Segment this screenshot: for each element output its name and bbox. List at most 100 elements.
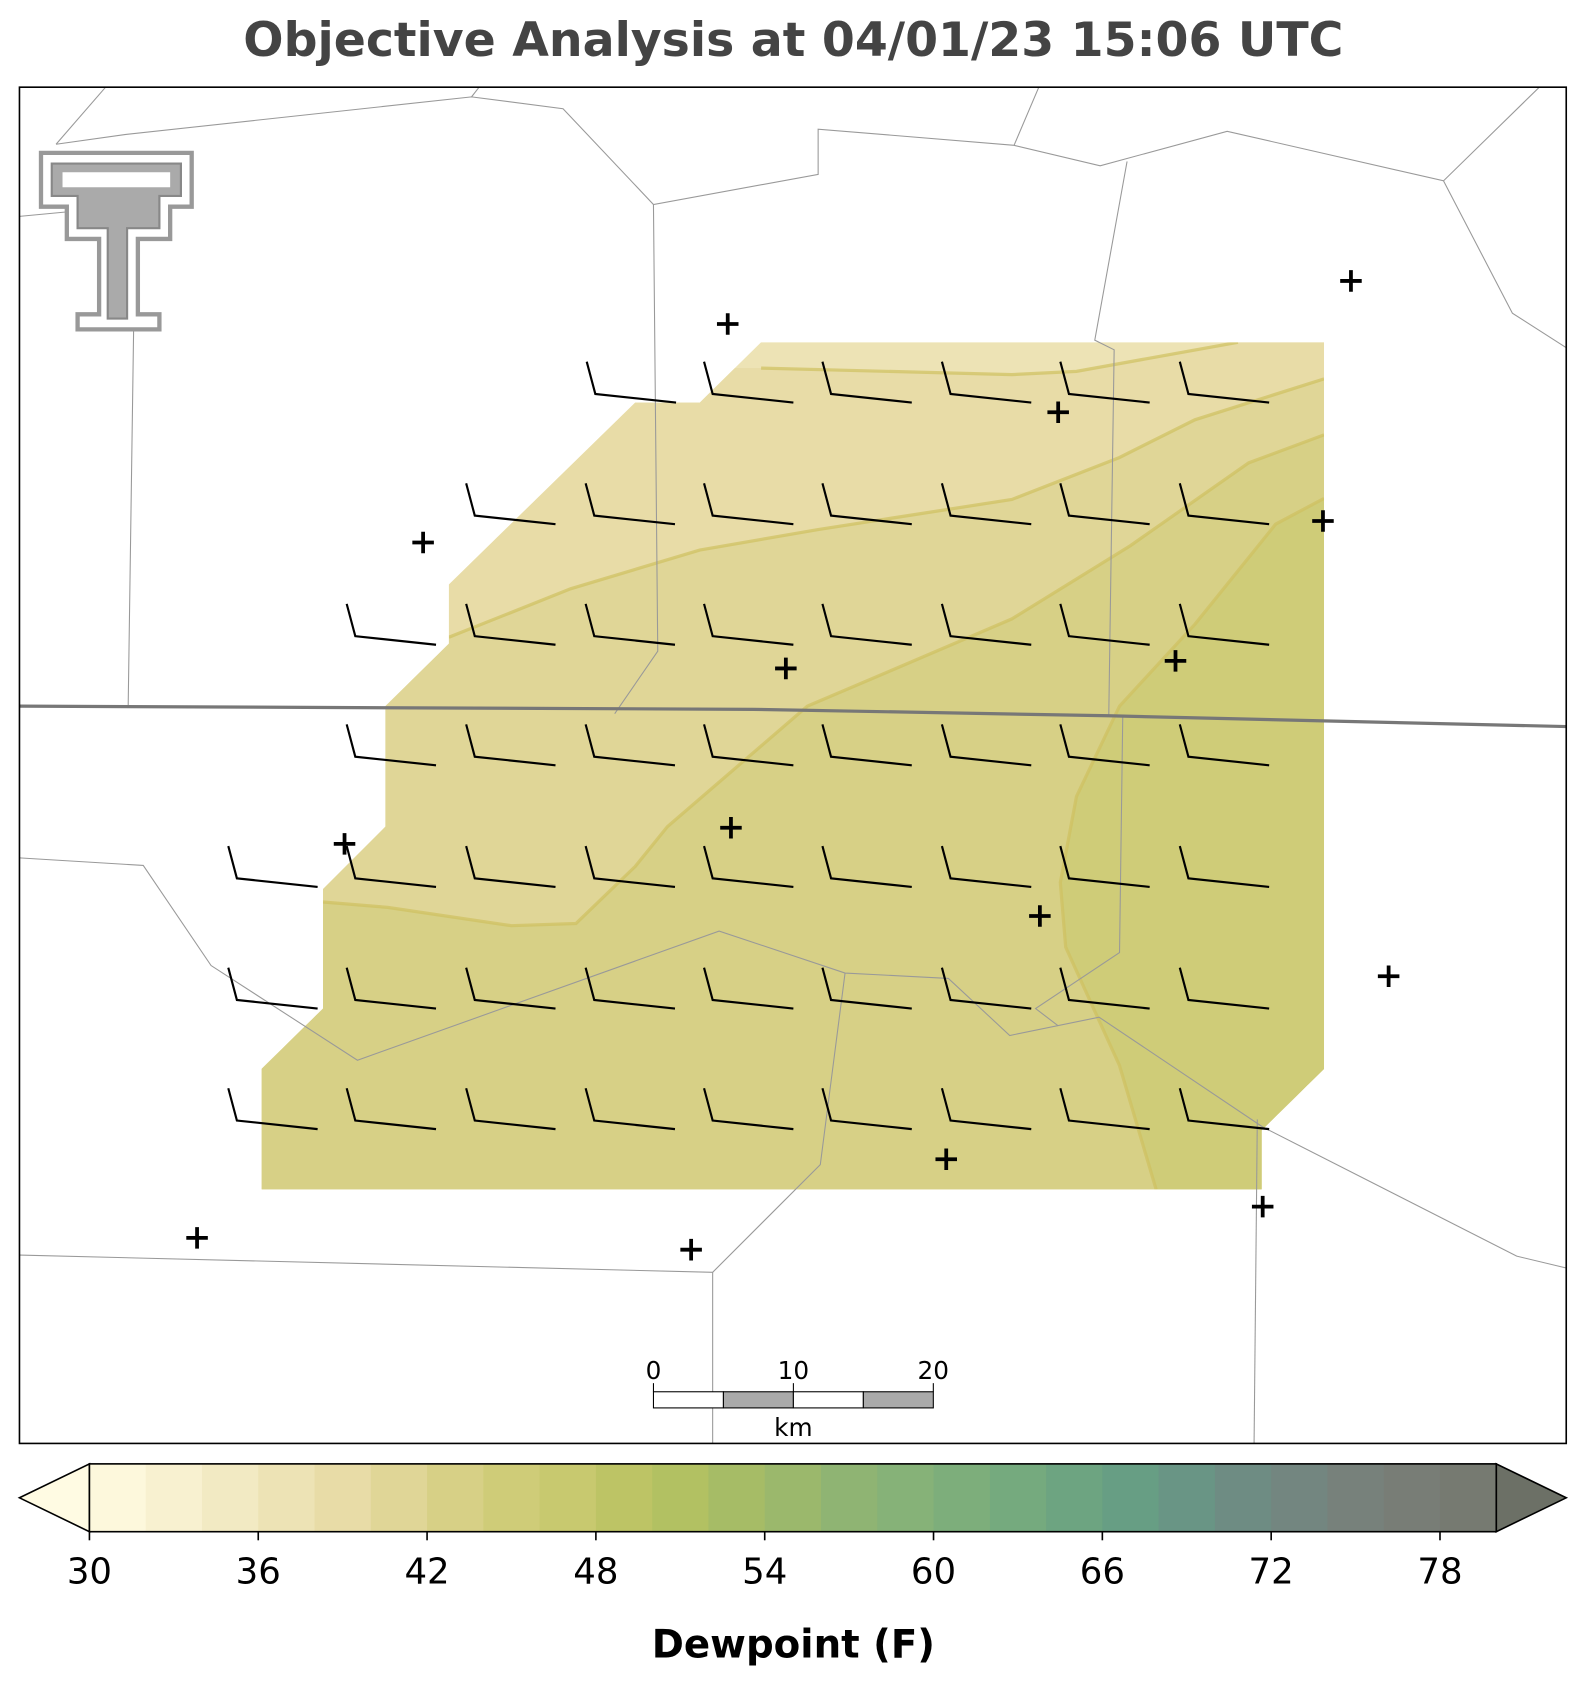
wind-barb [1059, 603, 1150, 646]
wind-barb [227, 1087, 318, 1131]
station-marker [775, 657, 797, 680]
colorbar-label: Dewpoint (F) [652, 1623, 935, 1668]
colorbar-tick-label: 78 [1417, 1551, 1462, 1592]
colorbar-extend-high [1495, 1462, 1569, 1533]
wind-barb [821, 361, 912, 404]
scale-bar: 0 10 20 km [646, 1356, 949, 1442]
wind-barb [584, 724, 676, 767]
colorbar-swatch [989, 1463, 1047, 1532]
wind-barb [1059, 967, 1150, 1010]
wind-barb [703, 603, 794, 646]
wind-barb [585, 361, 677, 404]
scale-segment [652, 1391, 724, 1409]
wind-barb [940, 1087, 1032, 1131]
wind-barb [940, 361, 1032, 404]
station-marker [1251, 1195, 1274, 1218]
station-marker [186, 1227, 208, 1249]
colorbar-swatch [652, 1463, 709, 1532]
map-frame [18, 86, 1568, 1445]
fill-band [1060, 498, 1325, 1190]
colorbar-tick-label: 36 [236, 1551, 281, 1592]
wind-barb [345, 845, 437, 889]
colorbar-tick-label: 42 [404, 1551, 449, 1592]
colorbar-tick-label: 66 [1080, 1551, 1125, 1592]
wind-barb [940, 967, 1032, 1010]
colorbar-swatch [89, 1463, 147, 1532]
colorbar-tick-label: 54 [742, 1551, 787, 1592]
wind-barb [227, 967, 318, 1010]
colorbar-swatch [1102, 1463, 1160, 1532]
colorbar-swatch [539, 1463, 597, 1532]
wind-barb [703, 361, 794, 404]
colorbar-swatch [595, 1463, 653, 1532]
wind-barb [1178, 845, 1270, 889]
colorbar-swatch [820, 1463, 878, 1532]
wind-barb [584, 845, 676, 889]
wind-barb [821, 483, 912, 526]
station-marker [935, 1148, 957, 1171]
wind-barb [1059, 1087, 1150, 1131]
wind-barb [940, 603, 1032, 646]
wind-barb [465, 724, 556, 767]
wind-barb [584, 483, 676, 526]
colorbar-tick-label: 30 [67, 1551, 112, 1592]
wind-barb [703, 967, 794, 1010]
colorbar-swatch [1439, 1463, 1497, 1532]
wind-barb [345, 724, 437, 767]
wind-barb [940, 724, 1032, 767]
colorbar-swatch [1271, 1463, 1328, 1532]
colorbar-swatch [370, 1463, 428, 1532]
wind-barb [703, 483, 794, 526]
colorbar-swatch [1214, 1463, 1272, 1532]
station-marker [1377, 965, 1400, 988]
scale-segment [862, 1391, 934, 1409]
chart-title: Objective Analysis at 04/01/23 15:06 UTC [243, 13, 1343, 68]
wind-barb [1178, 967, 1270, 1010]
colorbar-tick-label: 48 [573, 1551, 618, 1592]
station-marker [1047, 401, 1069, 424]
wind-barb [703, 845, 794, 889]
colorbar-swatch [483, 1463, 541, 1532]
station-marker [680, 1238, 702, 1261]
wind-barb [465, 967, 556, 1010]
state-border [19, 704, 1567, 729]
wind-barb [821, 845, 912, 889]
colorbar-extend-low [17, 1462, 91, 1533]
wind-barb [227, 845, 318, 889]
scale-label: 0 [646, 1356, 662, 1385]
colorbar-tick-label: 72 [1249, 1551, 1294, 1592]
wind-barb [584, 603, 676, 646]
wind-barb [1059, 483, 1150, 526]
wind-barb [703, 724, 794, 767]
wind-barb [821, 1087, 912, 1131]
colorbar-swatch [1046, 1463, 1103, 1532]
wind-barb [465, 1087, 556, 1131]
colorbar-swatch [1158, 1463, 1216, 1532]
colorbar-swatch [764, 1463, 822, 1532]
wind-barb [940, 483, 1032, 526]
colorbar-swatch [314, 1463, 372, 1532]
wind-barb [1059, 845, 1150, 889]
wind-barb [1178, 724, 1270, 767]
wind-barb [821, 724, 912, 767]
wind-barb [465, 483, 556, 526]
scale-label: 20 [918, 1356, 950, 1385]
station-marker [333, 833, 356, 855]
colorbar-swatch [877, 1463, 935, 1532]
wind-barb [821, 603, 912, 646]
scale-label: 10 [778, 1356, 810, 1385]
colorbar-swatch [201, 1463, 259, 1532]
wind-barb [1178, 1087, 1270, 1131]
contour-line [322, 433, 1325, 928]
wind-barbs [227, 361, 1270, 1131]
station-marker [1164, 650, 1187, 672]
wind-barb [940, 845, 1032, 889]
colorbar-swatch [933, 1463, 991, 1532]
wind-barb [584, 967, 676, 1010]
contour-line [761, 342, 1239, 377]
colorbar-swatch [258, 1463, 316, 1532]
wind-barb [1178, 603, 1270, 646]
colorbar-swatch [1327, 1463, 1385, 1532]
